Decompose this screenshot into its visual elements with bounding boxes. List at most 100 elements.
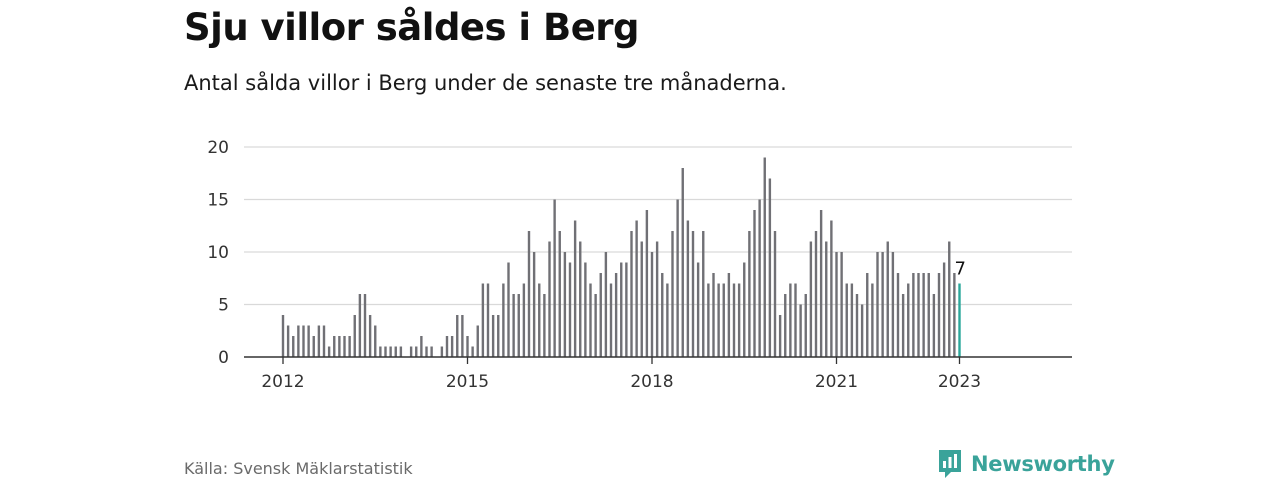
bar: [476, 325, 479, 357]
bar: [927, 273, 930, 357]
bar: [860, 304, 864, 357]
bar: [866, 273, 869, 357]
bar: [517, 294, 520, 357]
chart-title: Sju villor såldes i Berg: [184, 6, 640, 49]
bar: [768, 178, 772, 357]
y-tick-label: 15: [207, 191, 229, 211]
bar: [840, 252, 843, 357]
bar: [676, 199, 679, 357]
bar: [691, 231, 695, 357]
bar: [896, 273, 900, 357]
bar: [522, 283, 526, 357]
bar: [835, 252, 838, 357]
bar: [461, 315, 464, 357]
bar: [809, 241, 813, 357]
bar: [819, 210, 823, 357]
bar: [640, 241, 643, 357]
bars: 7: [281, 157, 966, 357]
bar: [450, 336, 454, 357]
bar: [912, 273, 915, 357]
bar: [845, 283, 848, 357]
bar: [717, 283, 720, 357]
bar: [317, 325, 321, 357]
bar: [901, 294, 905, 357]
x-tick-label: 2023: [938, 372, 981, 392]
bar: [589, 283, 592, 357]
bar: [302, 325, 305, 357]
bar: [707, 283, 710, 357]
bar: [881, 252, 884, 357]
y-tick-label: 10: [207, 243, 229, 263]
bar: [281, 315, 285, 357]
bar: [891, 252, 895, 357]
bar: [932, 294, 936, 357]
bar: [814, 231, 818, 357]
bar: [491, 315, 495, 357]
bar: [363, 294, 367, 357]
bar: [784, 294, 787, 357]
bar: [907, 283, 910, 357]
bar: [686, 220, 690, 357]
bar: [635, 220, 638, 357]
y-tick-label: 0: [218, 348, 229, 368]
bar: [614, 273, 618, 357]
y-axis: 0 5 10 15 20: [207, 138, 229, 368]
bar: [922, 273, 925, 357]
bar: [415, 346, 418, 357]
bar: [604, 252, 608, 357]
bar: [532, 252, 536, 357]
brand-logo[interactable]: Newsworthy: [937, 448, 1115, 480]
bar: [486, 283, 490, 357]
bar: [579, 241, 582, 357]
bar: [327, 346, 331, 357]
bar: [758, 199, 761, 357]
bar: [594, 294, 597, 357]
bar: [625, 262, 628, 357]
source-note: Källa: Svensk Mäklarstatistik: [184, 459, 413, 478]
bar: [630, 231, 633, 357]
bar: [958, 283, 961, 357]
bar: [650, 252, 654, 357]
bar: [789, 283, 792, 357]
bar: [543, 294, 546, 357]
bar: [568, 262, 572, 357]
bar: [702, 231, 705, 357]
bar: [563, 252, 567, 357]
bar: [655, 241, 659, 357]
x-axis: 2012 2015 2018 2021 2023: [244, 356, 1072, 392]
bar: [666, 283, 669, 357]
x-tick-label: 2015: [446, 372, 489, 392]
bar: [799, 304, 802, 357]
bar: [353, 315, 356, 357]
bar: [548, 241, 551, 357]
x-tick-label: 2021: [815, 372, 858, 392]
bar: [763, 157, 766, 357]
x-tick-label: 2018: [630, 372, 673, 392]
bar: [466, 336, 469, 357]
bar: [830, 220, 833, 357]
bar: [855, 294, 859, 357]
bar: [348, 336, 351, 357]
y-tick-label: 5: [218, 296, 229, 316]
bar: [512, 294, 515, 357]
bar: [307, 325, 310, 357]
bar: [338, 336, 341, 357]
bar: [399, 346, 403, 357]
bar: [497, 315, 500, 357]
bar: [368, 315, 372, 357]
brand-name: Newsworthy: [971, 452, 1115, 476]
bar: [394, 346, 397, 357]
bar: [620, 262, 623, 357]
bar: [374, 325, 377, 357]
bar: [794, 283, 797, 357]
bar: [333, 336, 336, 357]
bar: [527, 231, 531, 357]
bar: [732, 283, 736, 357]
bar: [804, 294, 807, 357]
bar: [942, 262, 946, 357]
bar: [322, 325, 326, 357]
bar: [876, 252, 879, 357]
bar: [661, 273, 664, 357]
bar: [773, 231, 777, 357]
bar: [712, 273, 715, 357]
